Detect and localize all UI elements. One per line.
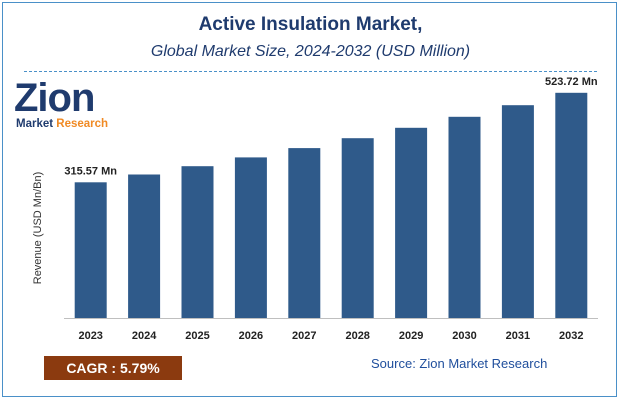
bar-2032 (555, 92, 588, 318)
bar-2025 (181, 166, 214, 318)
x-tick-label: 2031 (506, 330, 530, 342)
data-label-2032: 523.72 Mn (545, 76, 598, 88)
bar-2030 (448, 116, 481, 318)
bar-2024 (128, 174, 161, 318)
x-tick-label: 2024 (132, 330, 157, 342)
logo-subtitle: Market Research (16, 118, 108, 130)
logo-sub-main: Market (16, 118, 57, 130)
chart-title: Active Insulation Market, (198, 14, 423, 35)
x-tick-label: 2030 (452, 330, 476, 342)
bar-2028 (341, 138, 374, 318)
logo-sub-accent: Research (56, 118, 109, 130)
title-divider (24, 71, 597, 72)
data-label-2023: 315.57 Mn (64, 165, 117, 177)
cagr-value: 5.79% (119, 360, 160, 376)
zion-logo: Zion Market Research (14, 76, 124, 132)
x-tick-label: 2028 (345, 330, 369, 342)
bar-2029 (395, 127, 428, 318)
x-tick-label: 2023 (78, 330, 102, 342)
logo-wordmark: Zion (14, 76, 95, 120)
bar-2031 (501, 105, 534, 318)
x-tick-label: 2025 (185, 330, 209, 342)
bar-2027 (288, 148, 321, 318)
x-tick-label: 2027 (292, 330, 316, 342)
source-note: Source: Zion Market Research (371, 356, 548, 371)
cagr-badge: CAGR : 5.79% (44, 356, 182, 380)
chart-subtitle: Global Market Size, 2024-2032 (USD Milli… (150, 43, 471, 60)
x-tick-label: 2026 (239, 330, 263, 342)
x-tick-label: 2029 (399, 330, 423, 342)
x-tick-label: 2032 (559, 330, 583, 342)
bar-2023 (74, 182, 107, 318)
cagr-label: CAGR : (66, 360, 117, 376)
bar-2026 (234, 157, 267, 318)
